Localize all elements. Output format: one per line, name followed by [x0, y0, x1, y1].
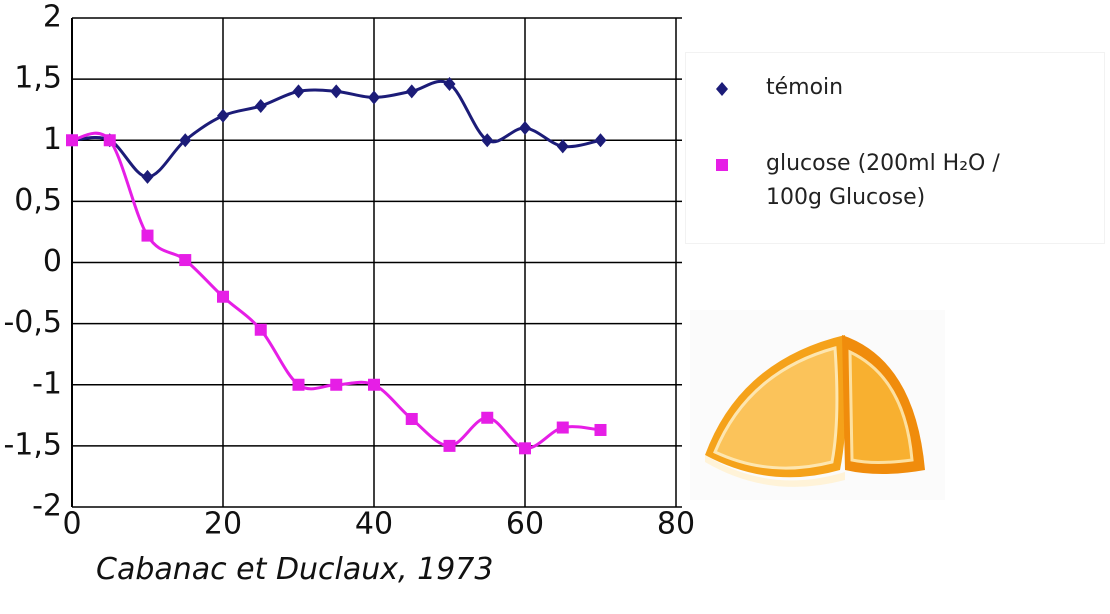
marker	[254, 99, 267, 114]
marker	[141, 229, 154, 242]
x-tick-label: 20	[204, 507, 242, 542]
marker	[556, 139, 569, 154]
y-tick-label: 1,5	[14, 61, 62, 96]
marker	[179, 254, 192, 267]
marker	[254, 323, 267, 336]
marker	[292, 378, 305, 391]
source-note: Cabanac et Duclaux, 1973	[96, 552, 494, 587]
marker	[141, 169, 154, 184]
marker	[443, 439, 456, 452]
series-line	[71, 131, 601, 450]
y-tick-label: 0,5	[14, 183, 62, 218]
marker	[330, 84, 343, 99]
marker	[481, 411, 494, 424]
legend-marker	[716, 159, 728, 171]
x-tick-label: 80	[657, 507, 695, 542]
y-tick-label: -2	[32, 489, 62, 524]
y-tick-label: -0,5	[3, 305, 62, 340]
y-tick-label: -1,5	[3, 427, 62, 462]
y-tick-label: 2	[43, 0, 62, 35]
marker	[443, 77, 456, 92]
marker	[179, 133, 192, 148]
legend-label: glucose (200ml H₂O / 100g Glucose)	[766, 151, 1000, 210]
marker	[103, 134, 116, 147]
marker	[66, 134, 78, 147]
marker	[368, 378, 380, 391]
marker	[405, 412, 418, 425]
marker	[217, 108, 229, 123]
marker	[594, 133, 607, 148]
legend-item: témoin	[716, 71, 1026, 105]
marker	[405, 84, 418, 99]
x-tick-label: 40	[355, 507, 393, 542]
legend: témoin glucose (200ml H₂O / 100g Glucose)	[685, 52, 1105, 244]
marker	[716, 159, 728, 171]
marker	[330, 378, 343, 391]
legend-label: témoin	[766, 75, 844, 100]
x-tick-label: 60	[506, 507, 544, 542]
marker	[368, 90, 380, 105]
marker	[481, 133, 494, 148]
y-tick-label: 0	[43, 244, 62, 279]
legend-item: glucose (200ml H₂O / 100g Glucose)	[716, 147, 1026, 215]
marker	[716, 82, 728, 96]
y-tick-label: -1	[32, 366, 62, 401]
marker	[594, 423, 607, 436]
x-tick-label: 0	[62, 507, 81, 542]
marker	[519, 121, 531, 136]
marker	[519, 442, 531, 455]
marker	[217, 290, 229, 303]
y-tick-label: 1	[43, 122, 62, 157]
legend-marker	[716, 82, 728, 96]
marker	[292, 84, 305, 99]
orange-image	[690, 310, 945, 500]
marker	[556, 421, 569, 434]
